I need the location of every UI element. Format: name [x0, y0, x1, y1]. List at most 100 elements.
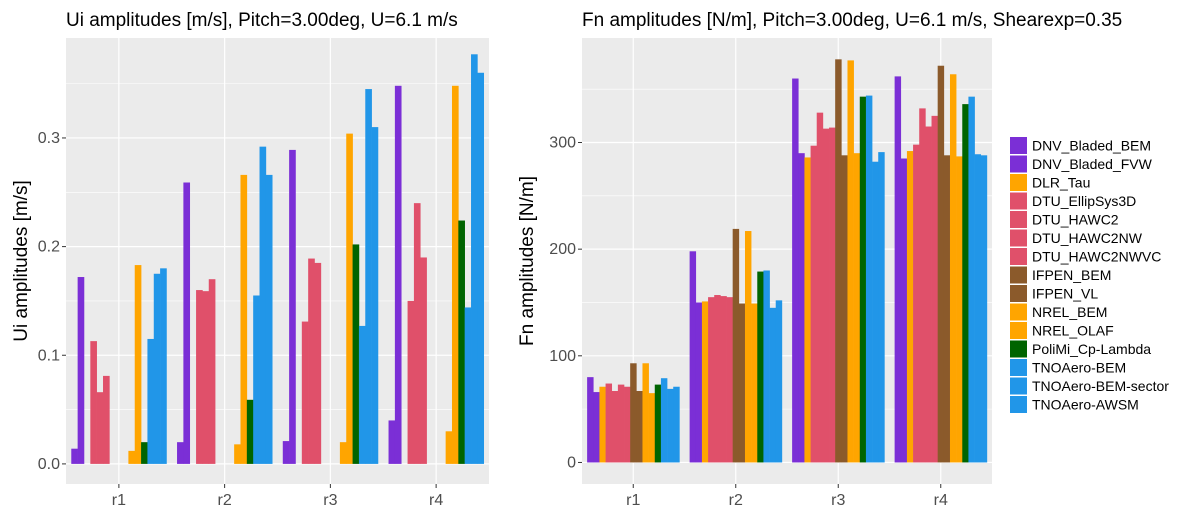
- legend-label: DNV_Bladed_BEM: [1032, 138, 1151, 154]
- bar-dtu-ellipsys3d-r4: [913, 144, 920, 463]
- bar-tnoaero-bem-r2: [253, 295, 260, 464]
- legend-label: TNOAero-AWSM: [1032, 397, 1139, 413]
- legend-label: IFPEN_BEM: [1032, 267, 1111, 283]
- bar-dtu-ellipsys3d-r3: [301, 321, 309, 464]
- legend-swatch: [1010, 137, 1027, 154]
- y-tick-label: 0.0: [38, 456, 60, 473]
- bar-dtu-hawc2-r1: [611, 391, 619, 463]
- legend-swatch: [1010, 266, 1027, 284]
- right-chart: 0 100 200 300 r1 r2 r3 r4 Fn amplitudes [N/m],…: [517, 10, 1122, 507]
- bar-nrel-olaf-r1: [648, 393, 656, 463]
- legend-label: DTU_EllipSys3D: [1032, 193, 1136, 209]
- bar-nrel-bem-r2: [744, 231, 752, 463]
- bar-tnoaero-bem-sector-r2: [259, 146, 267, 464]
- bar-dtu-hawc2-r3: [816, 112, 824, 463]
- bar-dtu-hawc2nw-r2: [208, 279, 216, 464]
- bar-dlr-tau-r3: [804, 157, 811, 463]
- bar-dtu-hawc2nw-r3: [822, 128, 830, 463]
- legend-item: IFPEN_VL: [1010, 285, 1098, 302]
- bar-tnoaero-bem-sector-r4: [974, 154, 982, 463]
- bar-dnv-bladed-bem-r3: [792, 78, 799, 463]
- bar-ifpen-bem-r2: [732, 228, 740, 463]
- bar-tnoaero-bem-sector-r2: [769, 307, 777, 463]
- bar-dtu-hawc2nwvc-r1: [624, 386, 631, 463]
- legend-label: PoliMi_Cp-Lambda: [1032, 341, 1151, 357]
- legend-swatch: [1010, 396, 1027, 413]
- legend-item: DTU_HAWC2NWVC: [1010, 248, 1161, 265]
- bar-dtu-hawc2-r2: [714, 295, 721, 463]
- legend-label: NREL_OLAF: [1032, 323, 1114, 339]
- bar-tnoaero-awsm-r3: [371, 127, 379, 464]
- bar-nrel-olaf-r4: [451, 85, 459, 464]
- bar-dtu-ellipsys3d-r4: [407, 300, 415, 464]
- bar-dnv-bladed-fvw-r3: [289, 149, 296, 464]
- legend-label: DNV_Bladed_FVW: [1032, 156, 1153, 172]
- bar-nrel-bem-r1: [642, 363, 649, 463]
- legend-swatch: [1010, 192, 1027, 210]
- bar-dtu-hawc2nwvc-r4: [931, 115, 938, 463]
- y-tick-label: 200: [549, 241, 576, 258]
- bar-nrel-olaf-r3: [853, 153, 861, 463]
- legend-label: IFPEN_VL: [1032, 286, 1098, 302]
- bar-nrel-olaf-r3: [346, 133, 353, 464]
- bar-dtu-hawc2nw-r2: [720, 296, 727, 463]
- x-tick-label: r1: [626, 492, 640, 507]
- bar-dtu-hawc2nw-r3: [314, 262, 322, 464]
- legend-swatch: [1010, 211, 1027, 228]
- bar-dtu-ellipsys3d-r2: [196, 290, 203, 464]
- right-y-ticks: 0 100 200 300: [549, 135, 582, 471]
- left-x-ticks: r1 r2 r3 r4: [112, 484, 443, 507]
- bar-tnoaero-bem-sector-r1: [153, 273, 161, 464]
- legend-item: PoliMi_Cp-Lambda: [1010, 340, 1151, 358]
- bar-polimi-cp-lambda-r1: [141, 442, 148, 464]
- bar-tnoaero-awsm-r3: [878, 152, 885, 463]
- bar-dtu-hawc2nw-r1: [103, 375, 110, 464]
- bar-dnv-bladed-fvw-r4: [394, 85, 402, 464]
- bar-dnv-bladed-bem-r4: [894, 76, 902, 463]
- legend-item: DLR_Tau: [1010, 174, 1090, 191]
- legend-swatch: [1010, 377, 1027, 395]
- bar-dtu-hawc2nwvc-r2: [726, 297, 733, 463]
- legend-label: DTU_HAWC2: [1032, 212, 1119, 228]
- bar-nrel-bem-r4: [445, 431, 453, 464]
- legend-item: IFPEN_BEM: [1010, 266, 1111, 284]
- bar-ifpen-vl-r3: [841, 155, 848, 463]
- legend-label: TNOAero-BEM: [1032, 360, 1126, 376]
- legend-swatch: [1010, 229, 1027, 247]
- bar-dnv-bladed-fvw-r3: [798, 153, 805, 463]
- x-tick-label: r2: [729, 492, 743, 507]
- legend-swatch: [1010, 248, 1027, 265]
- legend-item: TNOAero-BEM-sector: [1010, 377, 1169, 395]
- bar-tnoaero-bem-sector-r3: [365, 89, 372, 464]
- bar-dtu-hawc2-r3: [308, 258, 315, 464]
- y-tick-label: 0.3: [38, 130, 60, 147]
- bar-dnv-bladed-fvw-r2: [183, 182, 191, 464]
- bar-nrel-olaf-r1: [134, 265, 142, 464]
- bar-dnv-bladed-bem-r2: [689, 251, 697, 463]
- bar-dlr-tau-r4: [906, 151, 914, 463]
- legend-item: NREL_OLAF: [1010, 322, 1114, 339]
- bar-dtu-hawc2nw-r4: [925, 126, 932, 463]
- legend-item: DNV_Bladed_FVW: [1010, 155, 1153, 173]
- bar-nrel-bem-r3: [339, 442, 347, 464]
- left-y-ticks: 0.0 0.1 0.2 0.3: [38, 130, 66, 473]
- legend-label: DLR_Tau: [1032, 175, 1090, 191]
- bar-dnv-bladed-fvw-r4: [900, 158, 908, 463]
- bar-ifpen-bem-r3: [835, 59, 842, 463]
- bar-tnoaero-bem-sector-r3: [872, 161, 879, 463]
- bar-dtu-hawc2-r2: [202, 291, 210, 464]
- bar-tnoaero-awsm-r2: [775, 300, 783, 463]
- bar-dtu-hawc2nwvc-r3: [829, 127, 836, 463]
- right-y-axis-label: Fn amplitudes [N/m]: [517, 176, 538, 346]
- bar-nrel-olaf-r2: [240, 174, 248, 464]
- bar-dtu-hawc2-r1: [96, 392, 104, 464]
- bar-dlr-tau-r1: [599, 386, 606, 463]
- legend-label: NREL_BEM: [1032, 304, 1107, 320]
- legend-swatch: [1010, 155, 1027, 173]
- bar-dnv-bladed-bem-r1: [587, 377, 594, 463]
- legend-label: DTU_HAWC2NW: [1032, 230, 1143, 246]
- bar-tnoaero-awsm-r1: [160, 268, 167, 464]
- bar-polimi-cp-lambda-r2: [757, 271, 764, 463]
- bar-nrel-bem-r1: [128, 450, 136, 464]
- bar-polimi-cp-lambda-r1: [654, 384, 662, 463]
